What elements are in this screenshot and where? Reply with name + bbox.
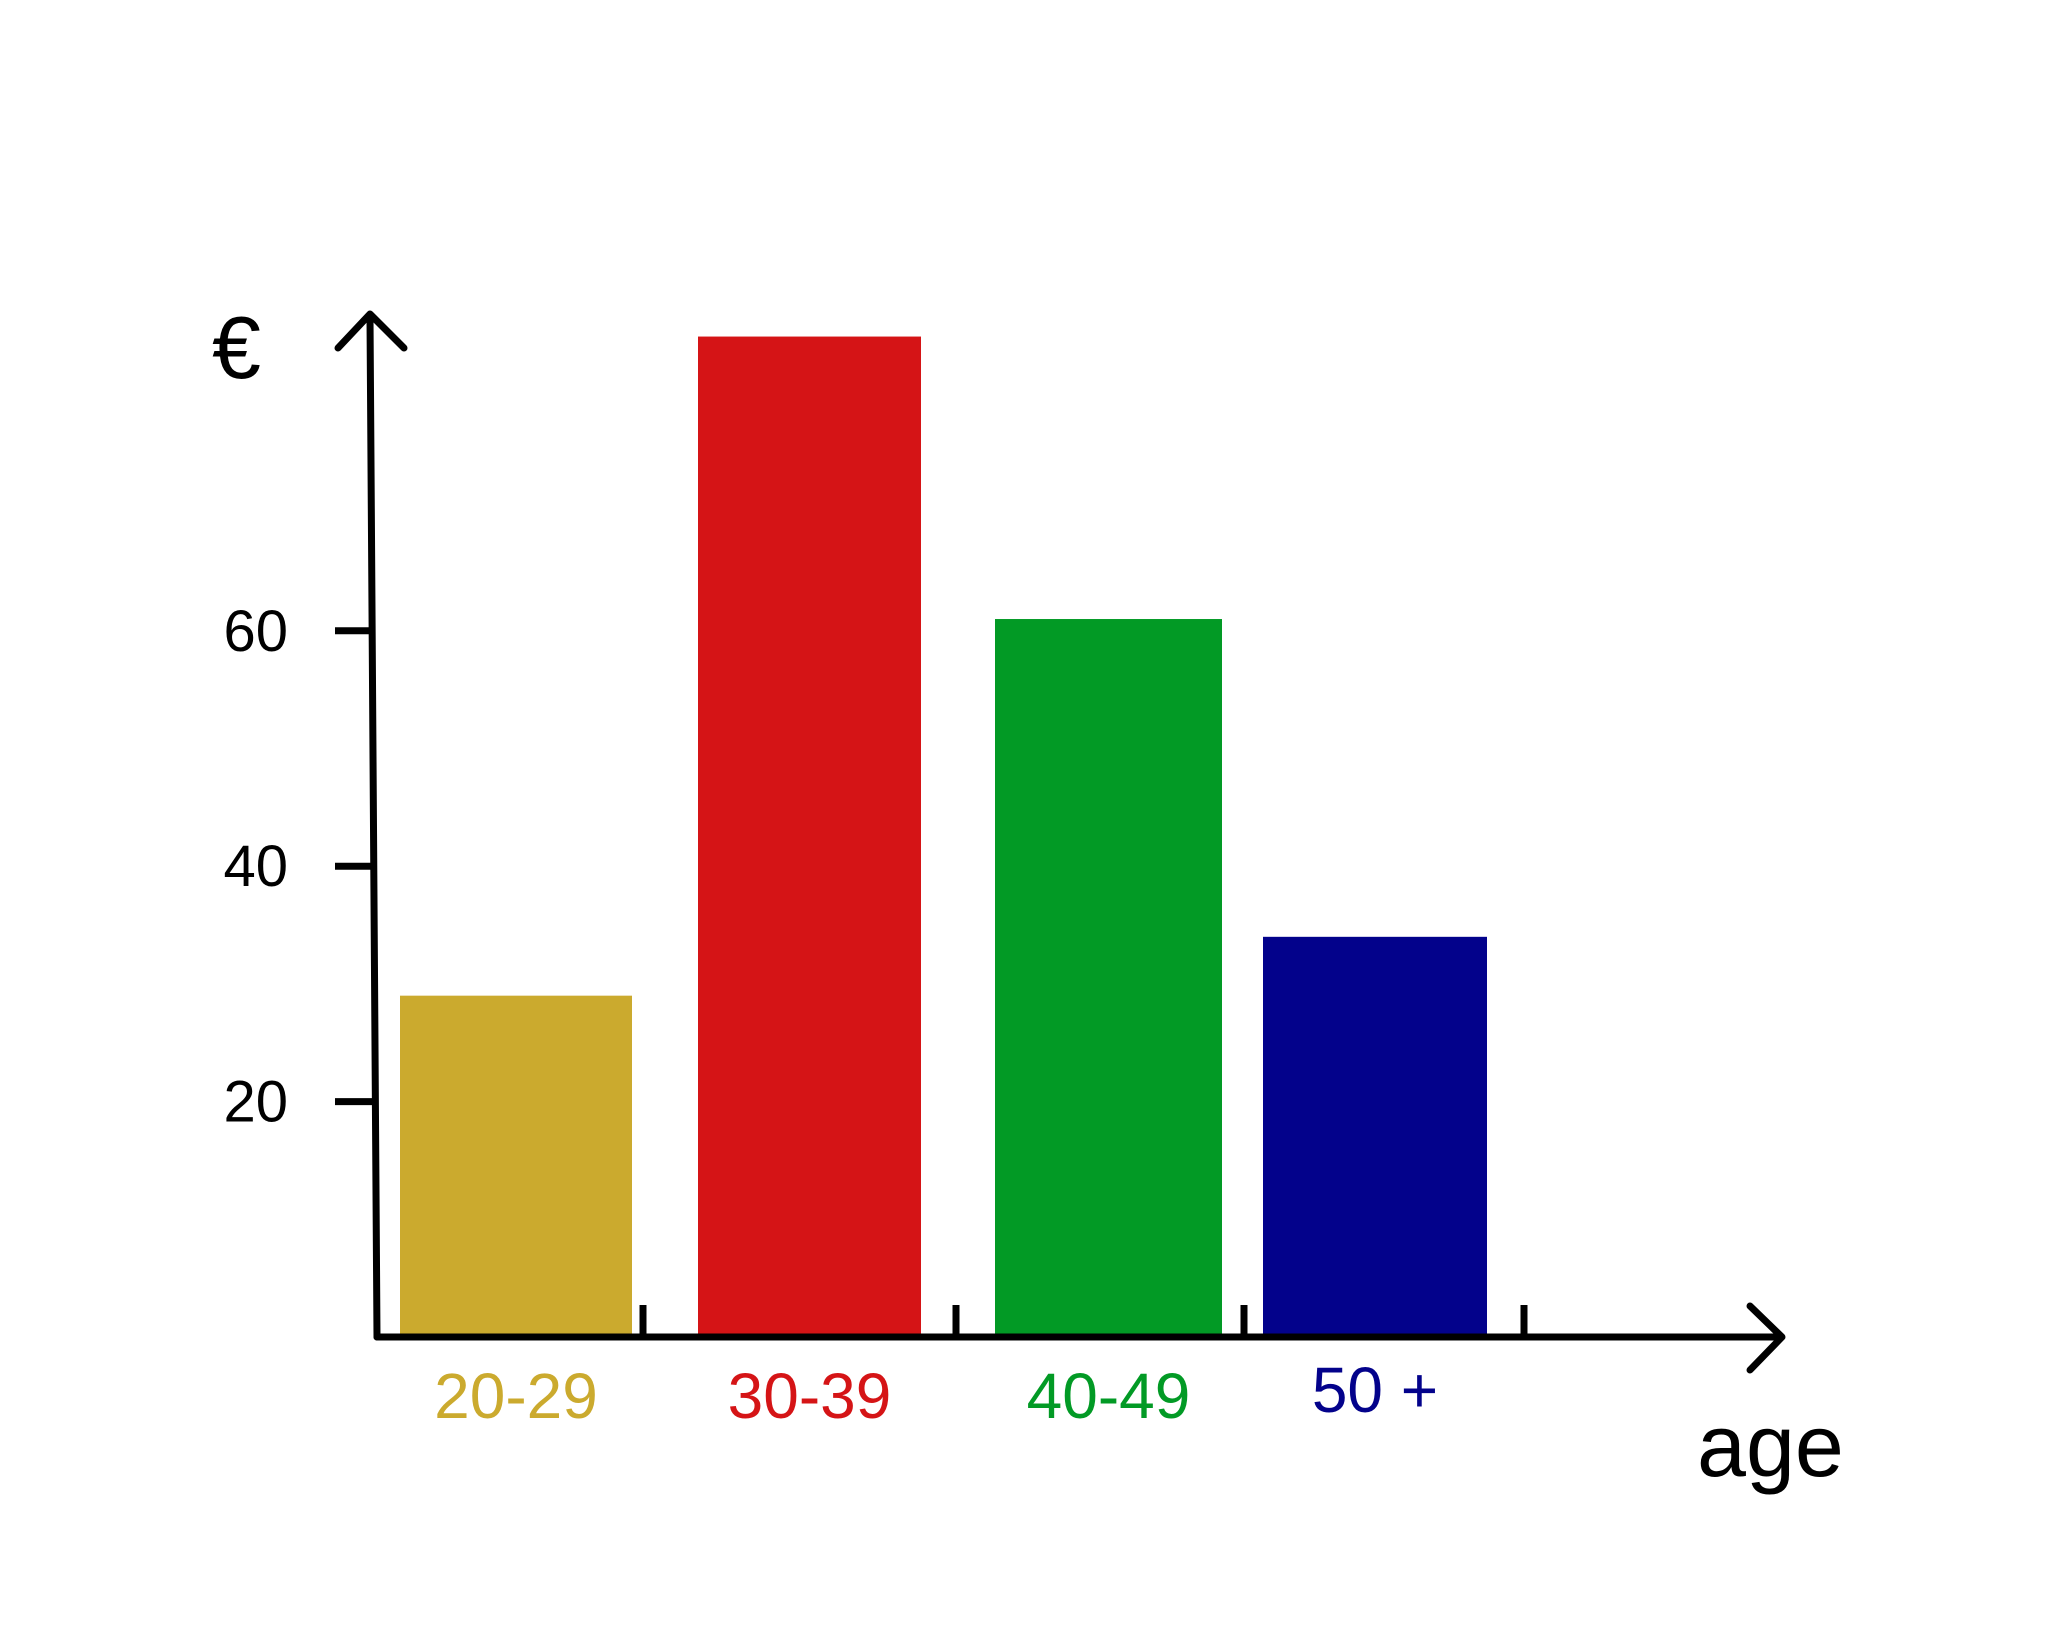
category-label: 50 + xyxy=(1312,1354,1438,1426)
y-tick-label: 60 xyxy=(223,599,288,664)
category-labels-group: 20-29 30-39 40-49 50 + xyxy=(434,1354,1438,1432)
axes-group xyxy=(334,310,1786,1374)
y-axis-line xyxy=(366,314,381,1341)
category-label: 20-29 xyxy=(434,1360,598,1432)
y-axis-label: € xyxy=(212,298,261,397)
bar-20-29 xyxy=(400,995,632,1337)
bar-30-39 xyxy=(698,336,921,1337)
category-label: 30-39 xyxy=(728,1360,892,1432)
y-axis-arrowhead xyxy=(334,310,408,352)
bars-group xyxy=(400,336,1487,1337)
category-label: 40-49 xyxy=(1027,1360,1191,1432)
y-ticks-group: 20 40 60 xyxy=(223,599,373,1135)
y-tick-label: 20 xyxy=(223,1070,288,1135)
x-axis-arrowhead xyxy=(1746,1302,1786,1374)
y-tick-label: 40 xyxy=(223,834,288,899)
bar-50 xyxy=(1263,936,1487,1337)
x-axis-label: age xyxy=(1697,1396,1844,1495)
bar-40-49 xyxy=(995,619,1222,1337)
